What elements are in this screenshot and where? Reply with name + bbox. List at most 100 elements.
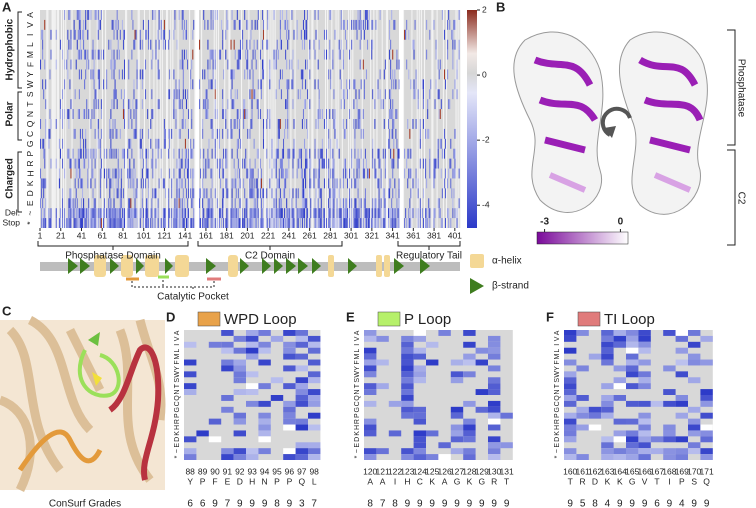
unscored-column	[57, 10, 59, 228]
heatmap-cell	[78, 49, 80, 60]
heatmap-cell	[435, 39, 437, 50]
heatmap-cell	[277, 49, 279, 60]
heatmap-cell	[314, 218, 316, 228]
heatmap-cell	[78, 89, 80, 100]
heatmap-cell	[258, 383, 271, 390]
position-label: 93	[247, 466, 257, 476]
heatmap-cell	[40, 59, 42, 70]
heatmap-cell	[398, 178, 400, 189]
heatmap-cell	[233, 371, 246, 378]
heatmap-cell	[75, 59, 77, 70]
heatmap-cell	[116, 218, 118, 228]
heatmap-cell	[429, 158, 431, 169]
heatmap-cell	[319, 188, 321, 199]
pocket-label: Catalytic Pocket	[157, 292, 229, 303]
heatmap-cell	[372, 158, 374, 169]
residue-label: G	[629, 476, 636, 486]
heatmap-cell	[245, 198, 247, 209]
heatmap-cell	[221, 454, 234, 460]
heatmap-cell	[342, 89, 344, 100]
heatmap-cell	[675, 371, 688, 378]
heatmap-cell	[158, 19, 160, 30]
heatmap-cell	[141, 69, 143, 80]
heatmap-cell	[376, 359, 389, 366]
heatmap-cell	[330, 148, 332, 159]
unscored-column	[194, 10, 196, 228]
heatmap-cell	[70, 59, 72, 70]
heatmap-cell	[203, 10, 205, 20]
heatmap-cell	[329, 39, 331, 50]
heatmap-cell	[384, 218, 386, 228]
heatmap-cell	[82, 188, 84, 199]
heatmap-cell	[236, 59, 238, 70]
heatmap-cell	[451, 188, 453, 199]
heatmap-cell	[233, 454, 246, 460]
heatmap-cell	[292, 208, 294, 219]
heatmap-cell	[450, 218, 452, 228]
heatmap-cell	[292, 99, 294, 110]
heatmap-cell	[372, 208, 374, 219]
heatmap-cell	[355, 119, 357, 129]
heatmap-cell	[398, 188, 400, 199]
extra-row-label: Del.	[5, 207, 20, 217]
heatmap-cell	[207, 148, 209, 159]
heatmap-cell	[359, 10, 361, 20]
heatmap-cell	[206, 89, 208, 100]
heatmap-cell	[256, 148, 258, 159]
heatmap-cell	[90, 208, 92, 219]
row-label: E	[174, 443, 181, 448]
heatmap-cell	[239, 178, 241, 189]
heatmap-cell	[292, 79, 294, 90]
row-label: G	[25, 140, 35, 147]
heatmap-cell	[283, 353, 296, 360]
heatmap-cell	[379, 158, 381, 169]
heatmap-cell	[185, 99, 187, 110]
heatmap-cell	[154, 10, 156, 20]
heatmap-cell	[394, 208, 396, 219]
heatmap-cell	[263, 198, 265, 209]
heatmap-cell	[141, 39, 143, 50]
position-label: 92	[235, 466, 245, 476]
heatmap-cell	[259, 218, 261, 228]
residue-label: C	[417, 476, 423, 486]
heatmap-cell	[488, 377, 501, 384]
heatmap-cell	[302, 208, 304, 219]
panel-label: A	[2, 0, 12, 14]
heatmap-cell	[218, 138, 220, 149]
heatmap-cell	[307, 89, 309, 100]
heatmap-cell	[148, 39, 150, 50]
heatmap-cell	[157, 59, 159, 70]
heatmap-cell	[601, 412, 614, 419]
residue-label: F	[212, 476, 217, 486]
heatmap-cell	[108, 218, 110, 228]
heatmap-cell	[344, 29, 346, 40]
heatmap-cell	[59, 208, 61, 219]
heatmap-cell	[320, 198, 322, 209]
heatmap-cell	[115, 148, 117, 159]
heatmap-cell	[700, 430, 713, 437]
heatmap-cell	[488, 353, 501, 360]
heatmap-cell	[415, 79, 417, 90]
heatmap-cell	[199, 218, 201, 228]
heatmap-cell	[564, 383, 577, 390]
heatmap-cell	[266, 188, 268, 199]
protein	[618, 31, 708, 215]
heatmap-cell	[239, 39, 241, 50]
heatmap-cell	[300, 168, 302, 179]
heatmap-cell	[302, 198, 304, 209]
heatmap-cell	[388, 400, 402, 407]
heatmap-cell	[146, 168, 148, 179]
heatmap-cell	[103, 218, 105, 228]
heatmap-cell	[332, 178, 334, 189]
residue-label: P	[274, 476, 280, 486]
heatmap-cell	[675, 454, 688, 460]
heatmap-cell	[301, 79, 303, 90]
consurf-grade: 9	[237, 499, 243, 508]
heatmap-cell	[94, 10, 96, 20]
unscored-column	[167, 10, 169, 228]
heatmap-cell	[232, 69, 234, 80]
heatmap-cell	[257, 10, 259, 20]
row-label: H	[354, 425, 361, 430]
heatmap-cell	[151, 89, 153, 100]
heatmap-cell	[68, 39, 70, 50]
